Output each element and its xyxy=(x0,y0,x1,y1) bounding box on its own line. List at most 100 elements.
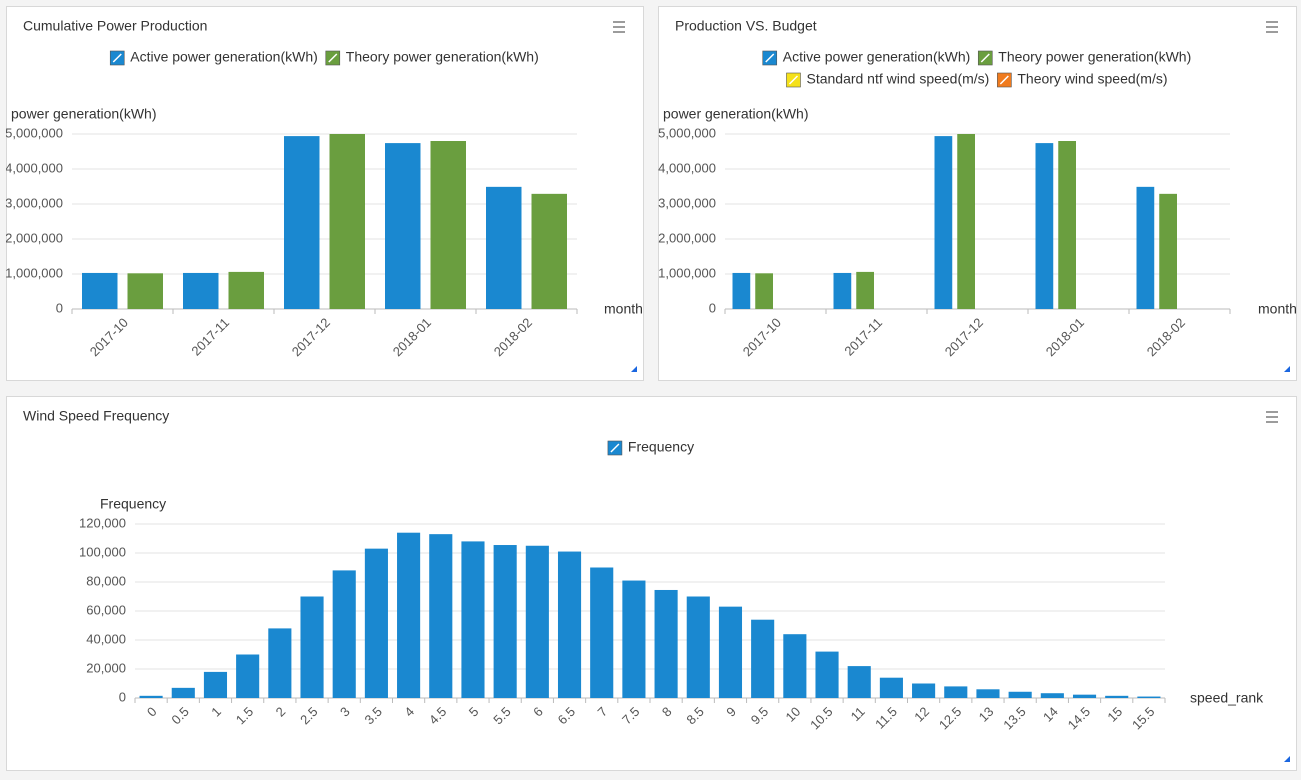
bar xyxy=(957,134,975,309)
y-tick-label: 5,000,000 xyxy=(658,125,716,140)
y-tick-label: 1,000,000 xyxy=(5,265,63,280)
legend-swatch-icon xyxy=(112,53,122,63)
y-tick-label: 100,000 xyxy=(79,544,126,559)
menu-hit[interactable] xyxy=(609,16,629,36)
legend-swatch-icon xyxy=(765,53,775,63)
bar xyxy=(531,193,567,309)
bar xyxy=(944,686,968,698)
legend-row: Active power generation(kWh) Theory power… xyxy=(762,49,1191,66)
bar xyxy=(755,273,773,309)
bar xyxy=(732,272,751,309)
bar xyxy=(228,271,264,309)
bar xyxy=(847,666,871,698)
legend-item[interactable]: Theory power generation(kWh) xyxy=(977,49,1191,66)
menu-hit[interactable] xyxy=(1262,406,1282,426)
legend-label: Standard ntf wind speed(m/s) xyxy=(806,71,989,87)
legend-row: Active power generation(kWh) Theory power… xyxy=(109,49,539,66)
bar xyxy=(718,606,743,698)
legend-row: Frequency xyxy=(607,439,694,456)
panel-title: Wind Speed Frequency xyxy=(23,408,169,424)
legend-label: Theory power generation(kWh) xyxy=(346,49,539,65)
bar xyxy=(1040,693,1064,698)
bar xyxy=(1072,694,1097,698)
legend-label: Active power generation(kWh) xyxy=(130,49,318,65)
y-tick-label: 60,000 xyxy=(86,602,126,617)
y-tick-label: 0 xyxy=(709,300,716,315)
bar xyxy=(329,134,365,309)
y-tick-label: 4,000,000 xyxy=(5,160,63,175)
legend-item[interactable]: Active power generation(kWh) xyxy=(762,49,971,66)
bar xyxy=(1058,141,1076,309)
bar xyxy=(268,628,292,698)
bar xyxy=(1035,143,1054,309)
y-tick-label: 2,000,000 xyxy=(658,230,716,245)
bar xyxy=(654,589,678,698)
bar xyxy=(461,541,485,698)
panel-background xyxy=(658,6,1297,381)
y-tick-label: 3,000,000 xyxy=(658,195,716,210)
y-tick-label: 4,000,000 xyxy=(658,160,716,175)
bar xyxy=(976,689,1000,698)
y-tick-label: 80,000 xyxy=(86,573,126,588)
bar xyxy=(493,545,517,698)
bar xyxy=(82,272,118,309)
menu-hit[interactable] xyxy=(1262,16,1282,36)
bar xyxy=(127,273,163,309)
legend-item[interactable]: Theory power generation(kWh) xyxy=(325,49,539,66)
legend-swatch-icon xyxy=(328,53,338,63)
bar xyxy=(139,695,163,698)
panel-background xyxy=(6,396,1297,771)
bar xyxy=(1159,193,1177,309)
legend-item[interactable]: Theory wind speed(m/s) xyxy=(997,71,1168,88)
legend-label: Theory wind speed(m/s) xyxy=(1017,71,1167,87)
y-tick-label: 5,000,000 xyxy=(5,125,63,140)
bar xyxy=(284,136,320,309)
bar xyxy=(1008,691,1032,698)
panel-background xyxy=(6,6,644,381)
y-axis-title: power generation(kWh) xyxy=(663,106,809,122)
legend-item[interactable]: Frequency xyxy=(607,439,694,456)
bar xyxy=(622,580,646,698)
y-tick-label: 0 xyxy=(56,300,63,315)
legend-label: Active power generation(kWh) xyxy=(783,49,971,65)
bar xyxy=(171,687,195,698)
bar xyxy=(833,272,852,309)
legend-label: Theory power generation(kWh) xyxy=(998,49,1191,65)
bar xyxy=(557,551,582,698)
bar xyxy=(751,619,775,698)
legend-swatch-icon xyxy=(788,75,799,85)
bar xyxy=(590,567,614,698)
y-tick-label: 0 xyxy=(119,689,126,704)
legend-swatch-icon xyxy=(999,75,1009,85)
bar xyxy=(1137,696,1161,698)
bar xyxy=(815,651,839,698)
bar xyxy=(934,136,953,309)
bar xyxy=(397,532,421,698)
bar xyxy=(300,596,324,698)
y-tick-label: 40,000 xyxy=(86,631,126,646)
legend-item[interactable]: Active power generation(kWh) xyxy=(109,49,318,66)
y-tick-label: 2,000,000 xyxy=(5,230,63,245)
panel-title: Cumulative Power Production xyxy=(23,18,207,34)
panel: Production VS. Budget Active power genera… xyxy=(658,16,1297,372)
y-tick-label: 3,000,000 xyxy=(5,195,63,210)
x-axis-title: speed_rank xyxy=(1190,690,1264,706)
bar xyxy=(856,271,874,309)
bar xyxy=(525,545,549,698)
bar xyxy=(1105,695,1129,698)
bar xyxy=(429,534,453,698)
resize-corner xyxy=(1284,366,1290,372)
x-axis-title: month xyxy=(1258,301,1297,317)
bar xyxy=(912,683,936,698)
y-axis-title: Frequency xyxy=(100,496,166,512)
bar xyxy=(1136,186,1155,309)
legend-item[interactable]: Standard ntf wind speed(m/s) xyxy=(786,71,989,88)
bar xyxy=(879,677,903,698)
legend-label: Frequency xyxy=(628,439,694,455)
panel-title: Production VS. Budget xyxy=(675,18,817,34)
legend-row: Standard ntf wind speed(m/s) Theory wind … xyxy=(786,71,1168,88)
bar xyxy=(183,272,219,309)
legend-swatch-icon xyxy=(610,443,620,453)
